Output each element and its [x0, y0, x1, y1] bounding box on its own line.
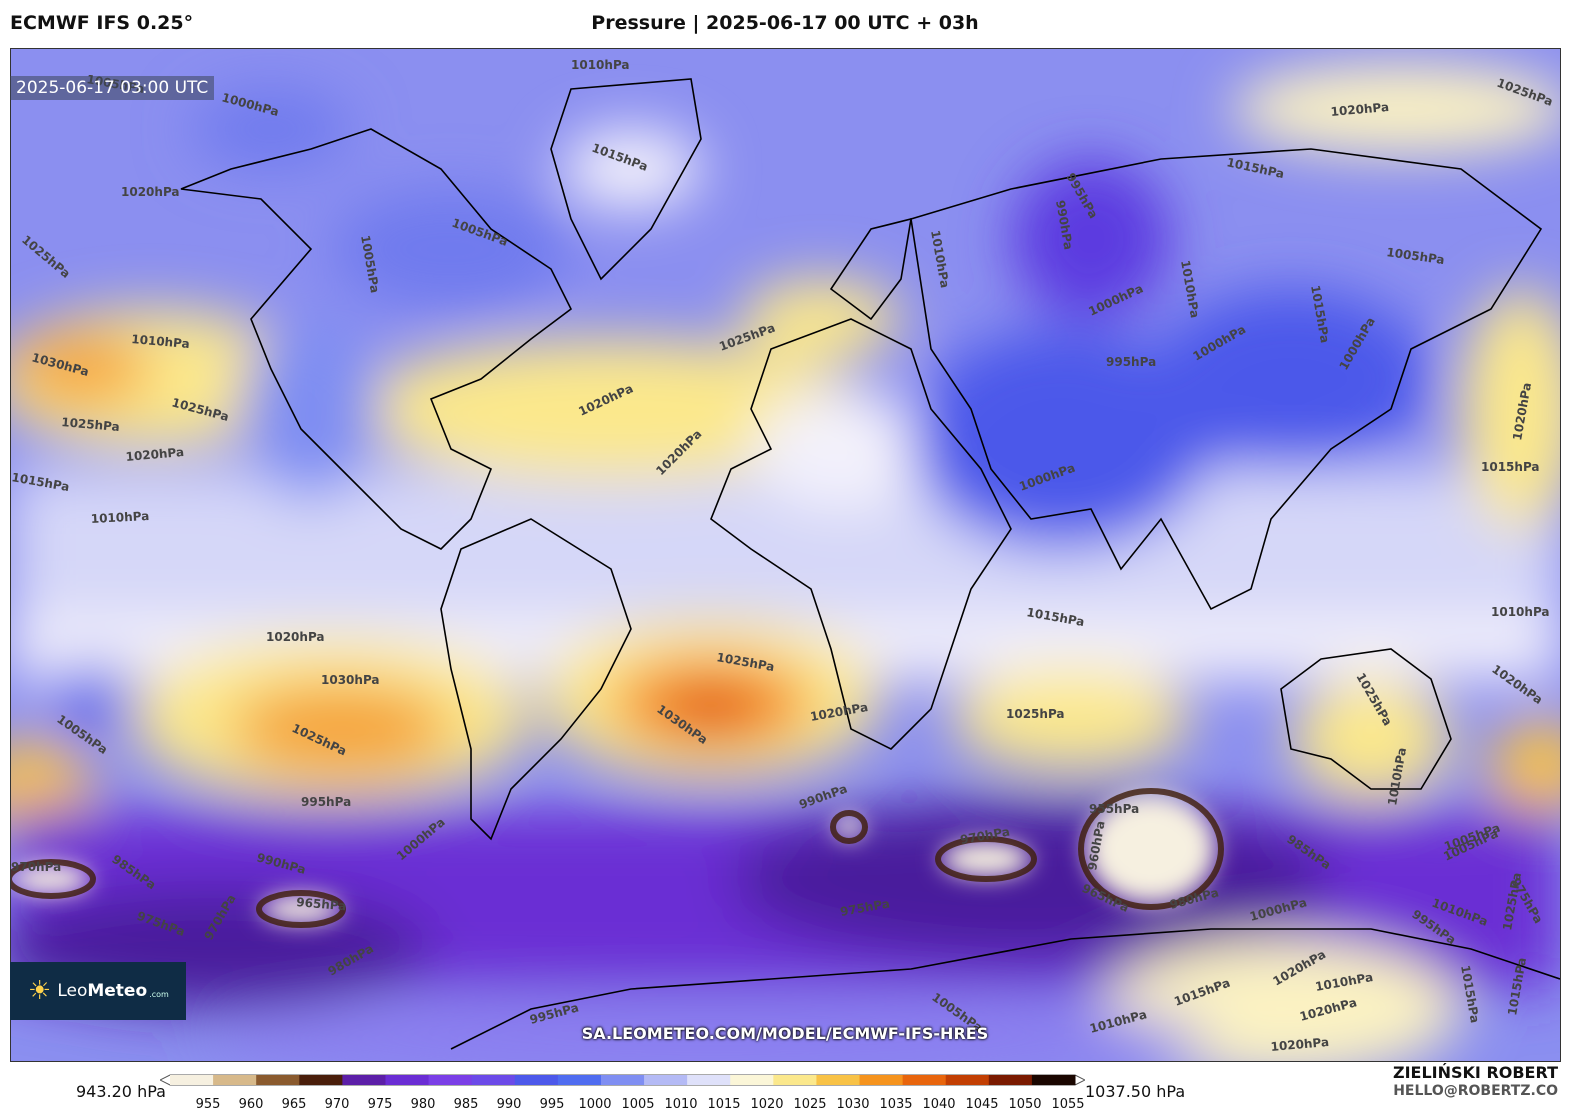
isobar-label: 995hPa: [1106, 355, 1156, 369]
colorbar-min-label: 943.20 hPa: [76, 1082, 166, 1101]
colorbar-tick-label: 995: [540, 1097, 565, 1112]
colorbar-segment: [859, 1075, 904, 1085]
author-name: ZIELIŃSKI ROBERT: [1392, 1063, 1558, 1082]
colorbar-tick-label: 965: [282, 1097, 307, 1112]
isobar-label: 995hPa: [301, 795, 351, 809]
isobar-label: 1020hPa: [266, 630, 325, 644]
colorbar-tick-label: 960: [239, 1097, 264, 1112]
colorbar-tick-label: 1030: [836, 1097, 869, 1112]
logo-brand-suffix: .com: [149, 989, 169, 999]
colorbar-segment: [471, 1075, 516, 1085]
colorbar-tick-label: 1055: [1051, 1097, 1084, 1112]
isobar-label: 1020hPa: [125, 445, 185, 464]
colorbar-tick-label: 1035: [879, 1097, 912, 1112]
colorbar-segment: [730, 1075, 774, 1085]
pressure-map[interactable]: 1010hPa1005hPa1000hPa1015hPa1005hPa1020h…: [10, 48, 1561, 1062]
colorbar-segment: [557, 1075, 602, 1085]
isobar-label: 1015hPa: [1481, 460, 1540, 474]
colorbar-tick-label: 985: [454, 1097, 479, 1112]
colorbar-segment: [428, 1075, 473, 1085]
colorbar-segment: [644, 1075, 688, 1085]
colorbar-tick-label: 1020: [750, 1097, 783, 1112]
colorbar-tick-label: 1025: [793, 1097, 826, 1112]
colorbar-tick-label: 955: [196, 1097, 221, 1112]
isobar-label: 1025hPa: [61, 415, 121, 434]
isobar-label: 1030hPa: [321, 673, 380, 687]
colorbar-segment: [385, 1075, 430, 1085]
colorbar-segment: [600, 1075, 645, 1085]
colorbar-segment: [988, 1075, 1033, 1085]
colorbar-segment: [514, 1075, 559, 1085]
colorbar-tick-label: 970: [325, 1097, 350, 1112]
coastlines: [180, 78, 1560, 1050]
colorbar-tick-label: 990: [497, 1097, 522, 1112]
colorbar-tick-label: 1050: [1008, 1097, 1041, 1112]
colorbar-segment: [213, 1075, 257, 1085]
deep-low-rims: [11, 788, 1224, 928]
isobar-label: 1025hPa: [1006, 707, 1065, 721]
source-url[interactable]: SA.LEOMETEO.COM/MODEL/ECMWF-IFS-HRES: [581, 1024, 989, 1043]
colorbar-segment: [902, 1075, 947, 1085]
chart-title: Pressure | 2025-06-17 00 UTC + 03h: [591, 12, 979, 34]
colorbar-max-label: 1037.50 hPa: [1085, 1082, 1186, 1101]
isobar-label: 1010hPa: [131, 332, 191, 351]
colorbar-tick-label: 980: [411, 1097, 436, 1112]
colorbar-segment: [1031, 1075, 1076, 1085]
colorbar-tick-label: 1015: [707, 1097, 740, 1112]
logo-brand-light: Leo: [57, 981, 88, 1001]
colorbar-segment: [816, 1075, 861, 1085]
colorbar-segment: [687, 1075, 731, 1085]
colorbar-segment: [342, 1075, 386, 1085]
leometeo-logo[interactable]: ☀ Leo Meteo .com: [10, 962, 186, 1020]
colorbar-tick-label: 1040: [922, 1097, 955, 1112]
colorbar-tick-label: 975: [368, 1097, 393, 1112]
colorbar-tick-label: 1010: [664, 1097, 697, 1112]
isobar-label: 955hPa: [1089, 802, 1139, 816]
isobar-label: 1020hPa: [1270, 1035, 1330, 1054]
pressure-field: [11, 64, 1560, 1061]
colorbar: 955 960 965 970 975 980 985 990 995 1000 1005 1010 1…: [160, 1074, 1085, 1112]
author-email[interactable]: HELLO@ROBERTZ.CO: [1393, 1083, 1558, 1099]
isobar-label: 1010hPa: [1491, 605, 1550, 619]
colorbar-segment: [170, 1075, 214, 1085]
colorbar-tick-label: 1045: [965, 1097, 998, 1112]
sun-icon: ☀: [28, 976, 52, 1006]
colorbar-segment: [773, 1075, 817, 1085]
colorbar-segment: [299, 1075, 343, 1085]
isobar-label: 970hPa: [11, 860, 61, 874]
colorbar-segment: [945, 1075, 990, 1085]
model-name: ECMWF IFS 0.25°: [10, 12, 194, 34]
isobar-label: 965hPa: [296, 895, 347, 913]
colorbar-tick-label: 1005: [621, 1097, 654, 1112]
valid-time-badge: 2025-06-17 03:00 UTC: [10, 76, 215, 100]
isobar-label: 1010hPa: [90, 509, 149, 526]
colorbar-segment: [256, 1075, 300, 1085]
colorbar-tick-label: 1000: [578, 1097, 611, 1112]
logo-brand-bold: Meteo: [87, 981, 148, 1001]
deep-lows: [11, 794, 1216, 923]
map-canvas: 1010hPa1005hPa1000hPa1015hPa1005hPa1020h…: [11, 49, 1560, 1061]
isobar-label: 1010hPa: [571, 58, 630, 72]
isobar-label: 1020hPa: [1330, 100, 1390, 119]
isobar-label: 1020hPa: [121, 185, 180, 199]
